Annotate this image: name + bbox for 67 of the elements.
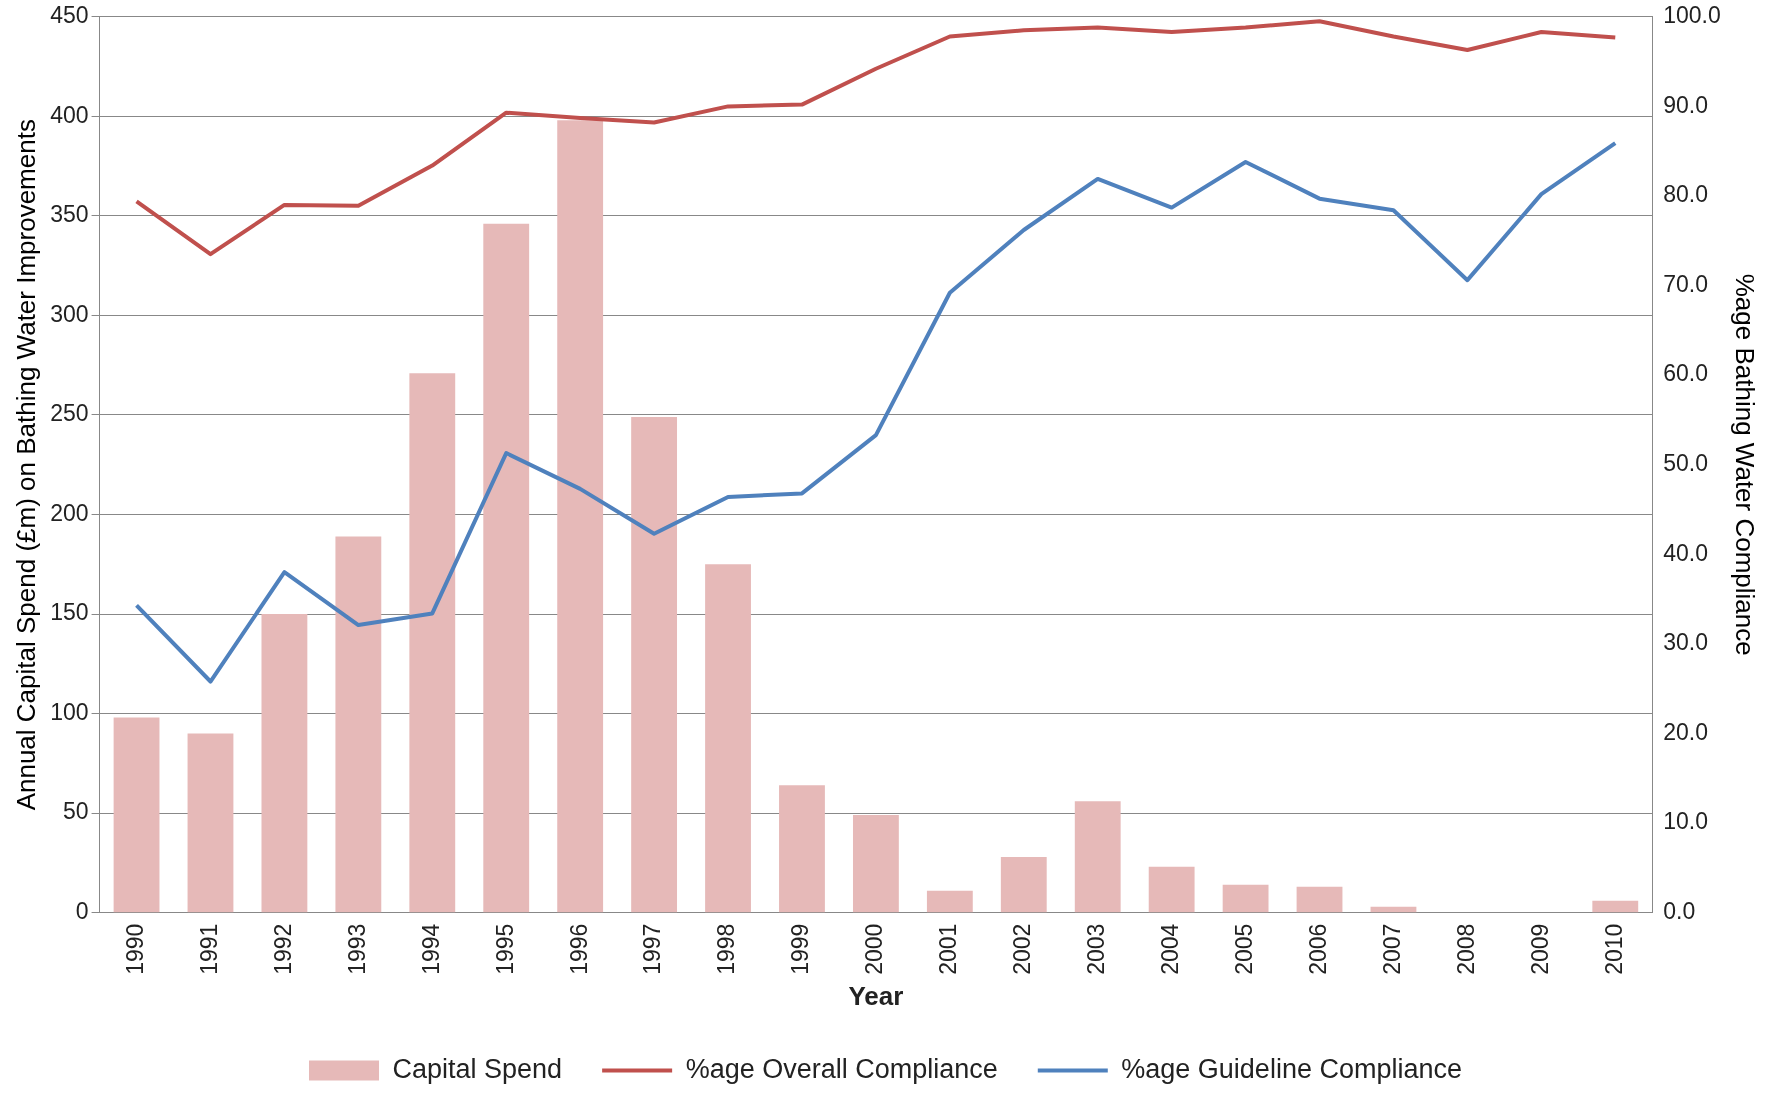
y-axis-title: Annual Capital Spend (£m) on Bathing Water Improvements bbox=[10, 119, 41, 811]
x-tick-label: 2007 bbox=[1378, 923, 1405, 975]
x-tick-label: 1993 bbox=[343, 923, 370, 975]
x-tick-label: 1995 bbox=[491, 923, 518, 975]
x-axis-title: Year bbox=[848, 980, 904, 1011]
y-tick-label: 250 bbox=[50, 400, 89, 427]
bar bbox=[1222, 884, 1269, 913]
x-tick-label: 1999 bbox=[787, 923, 814, 975]
bar bbox=[1148, 866, 1195, 913]
y-tick-label: 400 bbox=[50, 101, 89, 128]
bar bbox=[631, 416, 678, 913]
bar bbox=[1074, 801, 1121, 913]
y-tick-label: 300 bbox=[50, 300, 89, 327]
x-tick-label: 1996 bbox=[565, 923, 592, 975]
bar bbox=[1592, 900, 1639, 913]
bar bbox=[261, 614, 308, 913]
y2-axis-title: %age Bathing Water Compliance bbox=[1730, 273, 1761, 656]
bar bbox=[1000, 856, 1047, 913]
x-tick-label: 2000 bbox=[861, 923, 888, 975]
bar bbox=[335, 536, 382, 913]
bar bbox=[1370, 906, 1417, 913]
y2-tick-label: 20.0 bbox=[1663, 718, 1709, 745]
y-tick-label: 100 bbox=[50, 698, 89, 725]
bar bbox=[1296, 886, 1343, 913]
y2-tick-label: 0.0 bbox=[1663, 897, 1696, 924]
bar bbox=[557, 120, 604, 913]
bar bbox=[409, 373, 456, 913]
x-tick-label: 2003 bbox=[1083, 923, 1110, 975]
y2-tick-label: 30.0 bbox=[1663, 629, 1709, 656]
y2-tick-label: 80.0 bbox=[1663, 181, 1709, 208]
x-tick-label: 1992 bbox=[269, 923, 296, 975]
legend-label: %age Overall Compliance bbox=[685, 1053, 998, 1084]
bar bbox=[926, 890, 973, 913]
x-tick-label: 2009 bbox=[1526, 923, 1553, 975]
x-tick-label: 2001 bbox=[935, 923, 962, 975]
bar bbox=[113, 717, 160, 913]
y2-tick-label: 40.0 bbox=[1663, 539, 1709, 566]
y-tick-label: 200 bbox=[50, 499, 89, 526]
x-tick-label: 2002 bbox=[1009, 923, 1036, 975]
x-tick-label: 1997 bbox=[639, 923, 666, 975]
x-tick-label: 2010 bbox=[1600, 923, 1627, 975]
x-tick-label: 1991 bbox=[195, 923, 222, 975]
bar bbox=[705, 564, 751, 913]
x-tick-label: 2005 bbox=[1230, 923, 1257, 975]
bar bbox=[187, 733, 234, 913]
bar bbox=[779, 785, 825, 913]
x-tick-label: 1994 bbox=[417, 923, 444, 975]
x-tick-label: 1990 bbox=[121, 923, 148, 975]
y2-tick-label: 100.0 bbox=[1663, 2, 1721, 29]
y-tick-label: 50 bbox=[62, 798, 89, 825]
x-tick-label: 1998 bbox=[713, 923, 740, 975]
x-tick-label: 2006 bbox=[1304, 923, 1331, 975]
y-tick-label: 0 bbox=[75, 897, 89, 924]
y2-tick-label: 10.0 bbox=[1663, 808, 1709, 835]
bar bbox=[852, 815, 899, 913]
x-tick-label: 2004 bbox=[1157, 923, 1183, 975]
y-tick-label: 150 bbox=[50, 599, 89, 626]
y-tick-label: 450 bbox=[50, 2, 89, 29]
bar bbox=[483, 223, 530, 913]
legend-label: Capital Spend bbox=[392, 1053, 563, 1084]
legend-label: %age Guideline Compliance bbox=[1121, 1053, 1462, 1084]
y-tick-label: 350 bbox=[50, 201, 89, 228]
y2-tick-label: 50.0 bbox=[1663, 450, 1709, 477]
y2-tick-label: 90.0 bbox=[1663, 91, 1709, 118]
x-tick-label: 2008 bbox=[1452, 923, 1479, 975]
y2-tick-label: 60.0 bbox=[1663, 360, 1709, 387]
y2-tick-label: 70.0 bbox=[1663, 270, 1709, 297]
